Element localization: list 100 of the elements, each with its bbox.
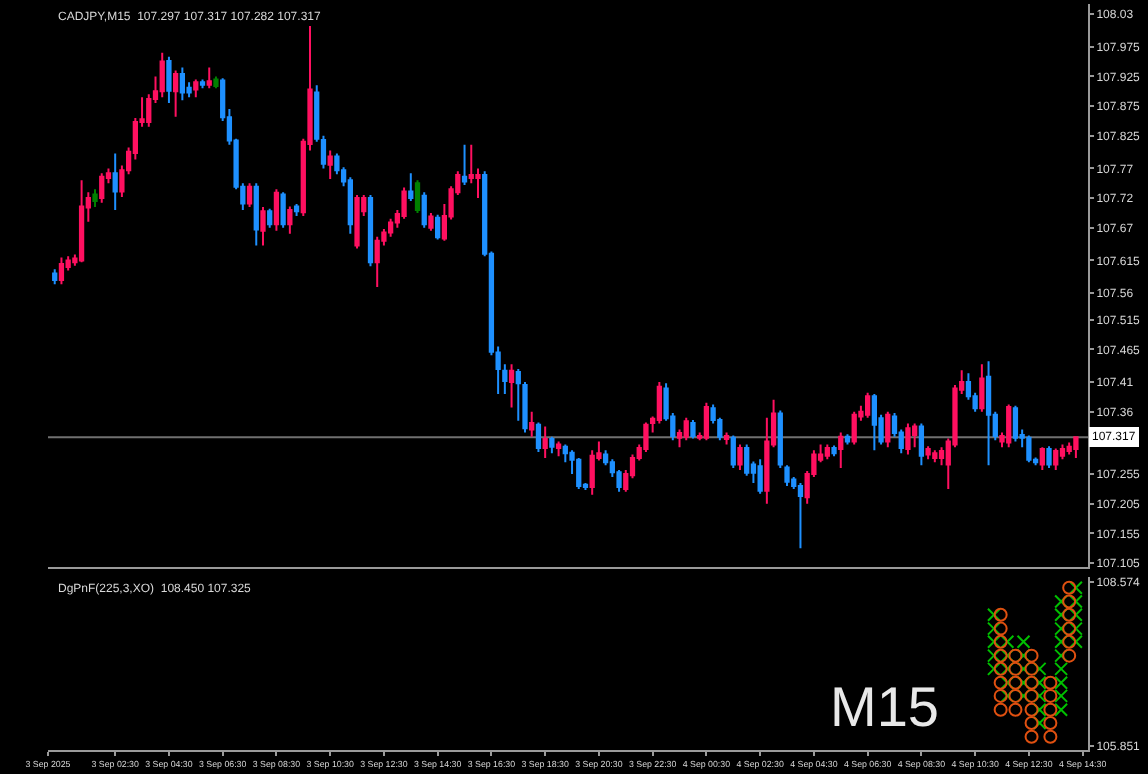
candlestick	[1026, 434, 1032, 464]
point	[993, 607, 1008, 622]
candlestick	[374, 235, 380, 289]
candlestick	[683, 416, 689, 442]
candlestick	[529, 410, 535, 438]
candlestick	[1012, 404, 1019, 443]
candlestick	[58, 256, 65, 286]
candlestick	[159, 51, 165, 99]
point	[993, 648, 1008, 663]
candlestick	[280, 191, 286, 229]
candlestick	[260, 205, 266, 247]
point	[1062, 648, 1077, 663]
candlestick	[703, 401, 710, 442]
candlestick	[542, 425, 548, 460]
candlestick	[179, 66, 186, 102]
point	[1024, 648, 1039, 663]
point	[1062, 580, 1077, 595]
candlestick	[293, 203, 300, 217]
candlestick	[979, 363, 985, 413]
candlestick	[421, 191, 427, 229]
point	[993, 702, 1008, 717]
point	[1032, 715, 1047, 730]
candlestick	[1046, 445, 1052, 470]
candlestick	[871, 392, 877, 452]
candlestick	[99, 172, 105, 204]
candlestick	[246, 182, 253, 208]
point	[1054, 661, 1069, 676]
candlestick	[213, 75, 219, 90]
candlestick	[253, 182, 259, 247]
point	[1024, 715, 1039, 730]
point	[1043, 675, 1058, 690]
candlestick	[535, 421, 542, 454]
point	[993, 621, 1008, 636]
point	[1008, 675, 1023, 690]
point	[1054, 648, 1069, 663]
candlestick	[287, 205, 293, 235]
candlestick	[78, 179, 85, 264]
candlestick	[932, 449, 938, 464]
candlestick	[367, 194, 374, 268]
point	[1024, 729, 1039, 744]
candlestick	[730, 434, 736, 470]
candlestick	[414, 179, 421, 214]
candlestick	[824, 443, 830, 461]
candlestick	[273, 188, 280, 232]
point	[1024, 661, 1039, 676]
point	[993, 661, 1008, 676]
candlestick	[656, 381, 663, 425]
candlestick	[690, 419, 696, 440]
point	[986, 607, 1001, 622]
point	[1008, 688, 1023, 703]
point	[1054, 702, 1069, 717]
candlestick	[589, 449, 595, 496]
candlestick	[112, 152, 118, 211]
candlestick	[925, 445, 931, 461]
point	[986, 621, 1001, 636]
candlestick	[831, 444, 837, 458]
point	[1062, 634, 1077, 649]
candlestick	[387, 217, 394, 238]
candlestick	[744, 443, 750, 477]
candlestick	[173, 69, 179, 118]
candlestick	[643, 421, 649, 454]
candlestick	[1053, 447, 1059, 471]
candlestick	[1006, 403, 1012, 449]
candlestick	[435, 213, 441, 241]
point	[1054, 675, 1069, 690]
candlestick	[844, 433, 851, 446]
point	[1024, 702, 1039, 717]
point	[1062, 607, 1077, 622]
candlestick	[401, 186, 407, 220]
candlestick	[1066, 441, 1072, 456]
candlestick	[905, 422, 911, 456]
candlestick	[851, 410, 857, 446]
annotation: M15	[830, 676, 939, 738]
point	[1043, 715, 1058, 730]
candlestick	[555, 440, 562, 458]
point	[1008, 648, 1023, 663]
point	[1032, 702, 1047, 717]
candlestick	[797, 481, 804, 550]
candlestick	[1073, 436, 1079, 460]
point	[1024, 675, 1039, 690]
point	[1043, 688, 1058, 703]
candlestick	[92, 188, 98, 208]
point	[993, 688, 1008, 703]
candlestick	[576, 457, 582, 490]
candlestick	[354, 194, 360, 250]
candlestick	[199, 78, 206, 90]
candlestick	[193, 78, 199, 99]
candlestick	[985, 360, 992, 467]
point	[1043, 729, 1058, 744]
point	[1068, 580, 1083, 595]
candlestick	[508, 363, 515, 409]
candlestick	[723, 431, 730, 446]
candlestick	[838, 431, 844, 470]
candlestick	[865, 391, 871, 419]
point	[1062, 621, 1077, 636]
candlestick	[737, 443, 743, 471]
candlestick	[461, 143, 468, 187]
candlestick	[428, 211, 434, 232]
candlestick	[327, 149, 333, 181]
candlestick	[1039, 446, 1045, 471]
